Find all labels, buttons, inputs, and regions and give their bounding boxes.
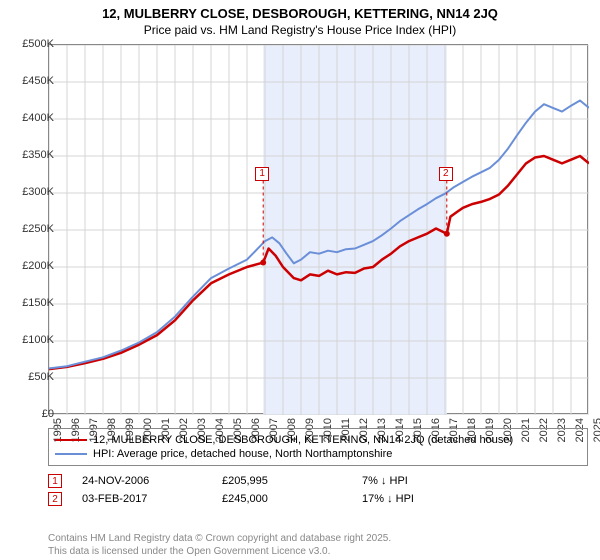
sale-marker-icon: 2	[48, 492, 62, 506]
y-axis-tick-label: £350K	[22, 149, 54, 161]
y-axis-tick-label: £400K	[22, 112, 54, 124]
y-axis-tick-label: £450K	[22, 75, 54, 87]
legend-row: HPI: Average price, detached house, Nort…	[55, 447, 581, 461]
legend-swatch	[55, 439, 87, 441]
legend-swatch	[55, 453, 87, 455]
chart-legend: 12, MULBERRY CLOSE, DESBOROUGH, KETTERIN…	[48, 428, 588, 466]
y-axis-tick-label: £50K	[28, 371, 54, 383]
legend-row: 12, MULBERRY CLOSE, DESBOROUGH, KETTERIN…	[55, 433, 581, 447]
trade-marker-icon: 1	[255, 167, 269, 181]
trade-marker-icon: 2	[439, 167, 453, 181]
sales-table: 1 24-NOV-2006 £205,995 7% ↓ HPI 2 03-FEB…	[48, 472, 588, 508]
sale-price: £205,995	[222, 475, 342, 487]
y-axis-tick-label: £250K	[22, 223, 54, 235]
chart-title-line1: 12, MULBERRY CLOSE, DESBOROUGH, KETTERIN…	[0, 0, 600, 21]
sale-date: 24-NOV-2006	[82, 475, 202, 487]
sale-delta: 17% ↓ HPI	[362, 493, 482, 505]
y-axis-tick-label: £200K	[22, 260, 54, 272]
line-chart-svg	[49, 45, 589, 415]
sale-row: 2 03-FEB-2017 £245,000 17% ↓ HPI	[48, 490, 588, 508]
legend-label: HPI: Average price, detached house, Nort…	[93, 448, 392, 460]
y-axis-tick-label: £300K	[22, 186, 54, 198]
y-axis-tick-label: £500K	[22, 38, 54, 50]
chart-area	[48, 44, 588, 414]
sale-date: 03-FEB-2017	[82, 493, 202, 505]
sale-price: £245,000	[222, 493, 342, 505]
sale-row: 1 24-NOV-2006 £205,995 7% ↓ HPI	[48, 472, 588, 490]
copyright-line1: Contains HM Land Registry data © Crown c…	[48, 532, 391, 545]
sale-delta: 7% ↓ HPI	[362, 475, 482, 487]
sale-marker-icon: 1	[48, 474, 62, 488]
x-axis-tick-label: 2025	[592, 418, 600, 442]
copyright-line2: This data is licensed under the Open Gov…	[48, 545, 391, 558]
copyright-notice: Contains HM Land Registry data © Crown c…	[48, 532, 391, 558]
y-axis-tick-label: £150K	[22, 297, 54, 309]
legend-label: 12, MULBERRY CLOSE, DESBOROUGH, KETTERIN…	[93, 434, 513, 446]
chart-title-line2: Price paid vs. HM Land Registry's House …	[0, 21, 600, 37]
y-axis-tick-label: £100K	[22, 334, 54, 346]
